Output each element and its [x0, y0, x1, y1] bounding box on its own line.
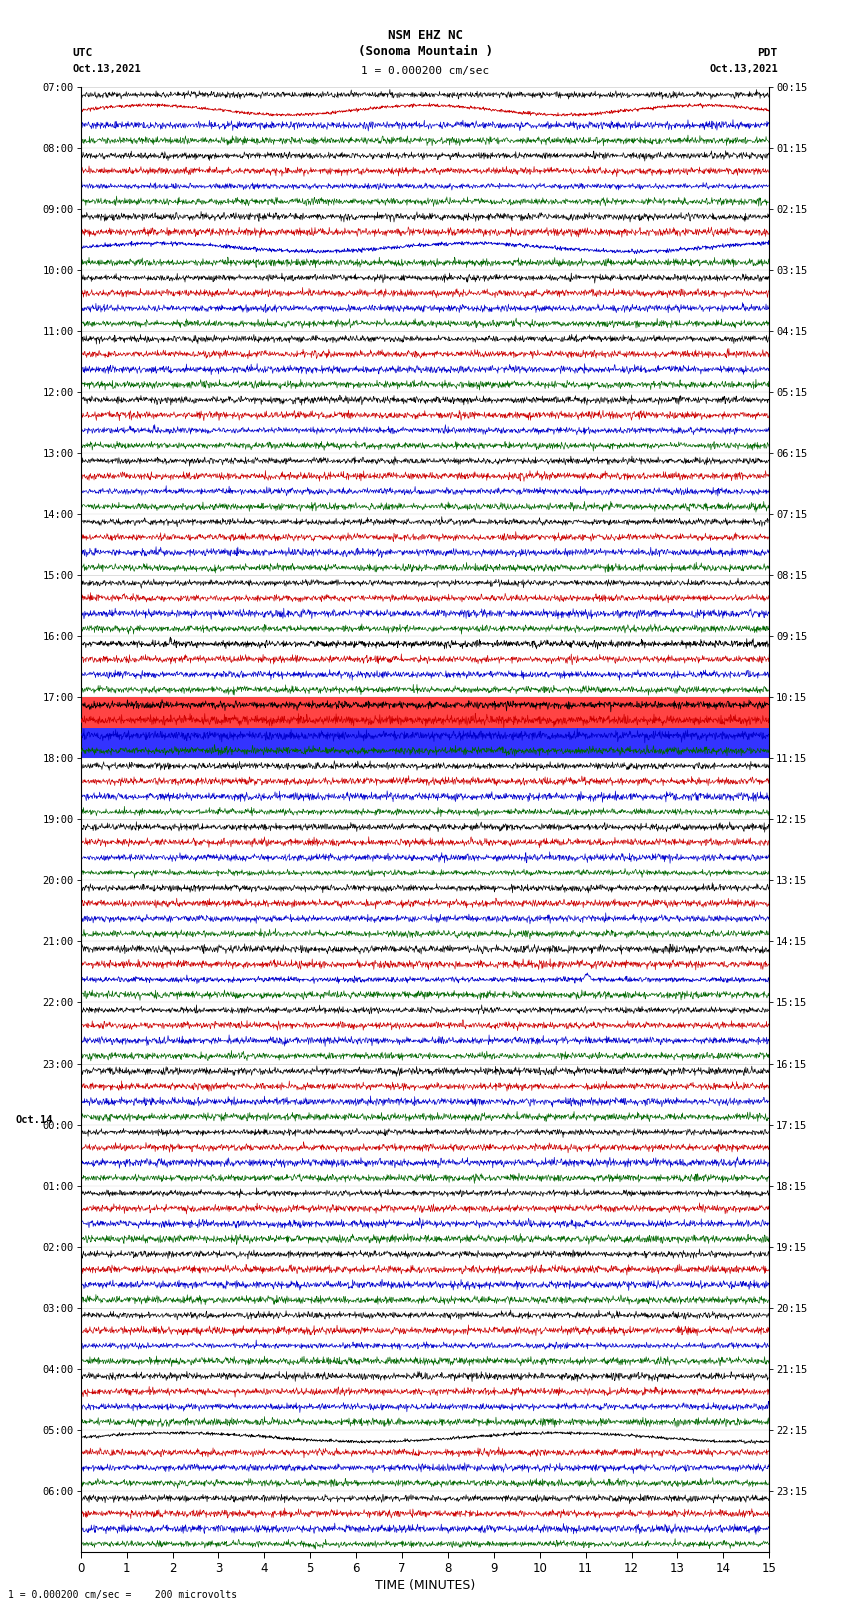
Bar — [81, 727, 769, 758]
Text: 1 = 0.000200 cm/sec =    200 microvolts: 1 = 0.000200 cm/sec = 200 microvolts — [8, 1590, 238, 1600]
X-axis label: TIME (MINUTES): TIME (MINUTES) — [375, 1579, 475, 1592]
Text: (Sonoma Mountain ): (Sonoma Mountain ) — [358, 45, 492, 58]
Text: UTC: UTC — [72, 48, 93, 58]
Text: PDT: PDT — [757, 48, 778, 58]
Text: 1 = 0.000200 cm/sec: 1 = 0.000200 cm/sec — [361, 66, 489, 76]
Text: Oct.13,2021: Oct.13,2021 — [709, 65, 778, 74]
Text: Oct.14: Oct.14 — [15, 1115, 53, 1124]
Text: NSM EHZ NC: NSM EHZ NC — [388, 29, 462, 42]
Text: Oct.13,2021: Oct.13,2021 — [72, 65, 141, 74]
Bar — [81, 697, 769, 727]
